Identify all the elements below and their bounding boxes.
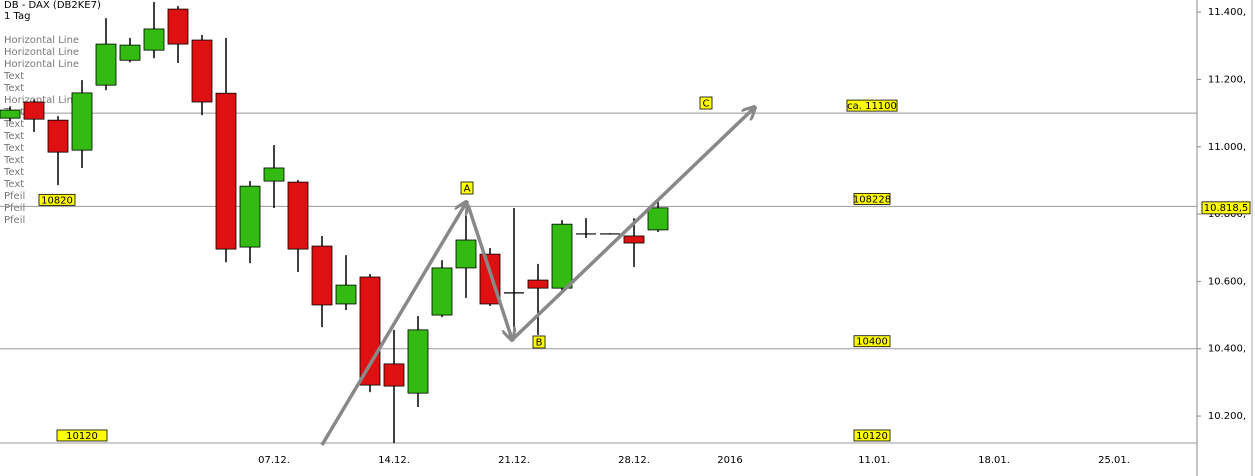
y-tick-label: 10.400, — [1208, 344, 1246, 355]
candle-body — [407, 329, 429, 394]
line-label-box — [853, 193, 891, 205]
candle-body — [359, 276, 381, 386]
legend-item: Text — [3, 143, 24, 154]
candle-body — [623, 235, 645, 244]
left-label-box — [56, 429, 108, 442]
letter-b: B — [532, 335, 546, 349]
x-tick-label: 21.12. — [498, 455, 530, 466]
candle-body — [0, 109, 21, 119]
arrow — [511, 108, 754, 341]
candle-body — [311, 245, 333, 306]
candle-body — [263, 167, 285, 182]
y-tick-label: 10.600, — [1208, 276, 1246, 287]
x-tick-label: 2016 — [717, 455, 742, 466]
line-label-box — [846, 99, 898, 112]
chart-subtitle: 1 Tag — [4, 11, 30, 22]
chart-title: DB - DAX (DB2KE7) — [4, 0, 101, 11]
candle-body — [23, 101, 45, 120]
left-label: 10120 — [66, 431, 98, 442]
arrows — [320, 108, 754, 446]
line-label: 10400 — [856, 337, 888, 348]
candle-body — [95, 43, 117, 86]
legend-item: Pfeil — [4, 203, 25, 214]
letter-c: C — [699, 96, 713, 110]
legend-item: Pfeil — [4, 215, 25, 226]
left-label-box — [38, 193, 76, 206]
candle-body — [527, 279, 549, 289]
candle-body — [431, 267, 453, 316]
legend-item: Horizontal Line — [4, 47, 79, 58]
candle-body — [287, 181, 309, 250]
candle-body — [191, 39, 213, 103]
line-label: ca. 11100 — [847, 101, 897, 112]
legend-item: Text — [3, 179, 24, 190]
candle-body — [215, 92, 237, 250]
line-label: 10120 — [856, 431, 888, 442]
candle-body — [455, 239, 477, 269]
legend-item: Horizontal Line — [4, 95, 79, 106]
candle-body — [647, 207, 669, 231]
line-label: 108228 — [853, 194, 891, 205]
y-tick-label: 11.400, — [1208, 7, 1246, 18]
line-label-box — [853, 429, 891, 442]
candle-body — [551, 223, 573, 289]
current-price: 10.818,5 — [1204, 203, 1249, 214]
x-tick-label: 18.01. — [978, 455, 1010, 466]
arrow — [466, 204, 512, 339]
letter-a: A — [460, 181, 474, 195]
x-tick-label: 07.12. — [258, 455, 290, 466]
x-tick-label: 28.12. — [618, 455, 650, 466]
x-tick-label: 11.01. — [858, 455, 890, 466]
candle-body — [119, 44, 141, 61]
candle-body — [335, 284, 357, 305]
y-tick-label: 10.800, — [1208, 209, 1246, 220]
candle-body — [239, 185, 261, 248]
candle-body — [47, 119, 69, 153]
candle-body — [143, 28, 165, 51]
arrow — [320, 203, 466, 446]
x-tick-label: 25.01. — [1098, 455, 1130, 466]
candle-body — [383, 363, 405, 387]
letter: C — [703, 99, 710, 110]
candle-body — [71, 92, 93, 151]
y-tick-label: 10.200, — [1208, 411, 1246, 422]
legend-item: Text — [3, 155, 24, 166]
left-label: 10820 — [41, 195, 73, 206]
y-tick-label: 11.000, — [1208, 142, 1246, 153]
letter: A — [464, 184, 471, 195]
legend-item: Horizontal Line — [4, 59, 79, 70]
y-tick-label: 11.200, — [1208, 74, 1246, 85]
letter: B — [536, 338, 543, 349]
legend-item: Horizontal Line — [4, 35, 79, 46]
legend-item: Text — [3, 119, 24, 130]
x-tick-label: 14.12. — [378, 455, 410, 466]
legend-item: Text — [3, 71, 24, 82]
current-price-box — [1201, 201, 1251, 215]
legend-item: Text — [3, 83, 24, 94]
legend-item: Text — [3, 167, 24, 178]
line-label-box — [853, 335, 891, 348]
candle-body — [167, 8, 189, 45]
legend-item: Text — [3, 131, 24, 142]
legend-item: Pfeil — [4, 191, 25, 202]
